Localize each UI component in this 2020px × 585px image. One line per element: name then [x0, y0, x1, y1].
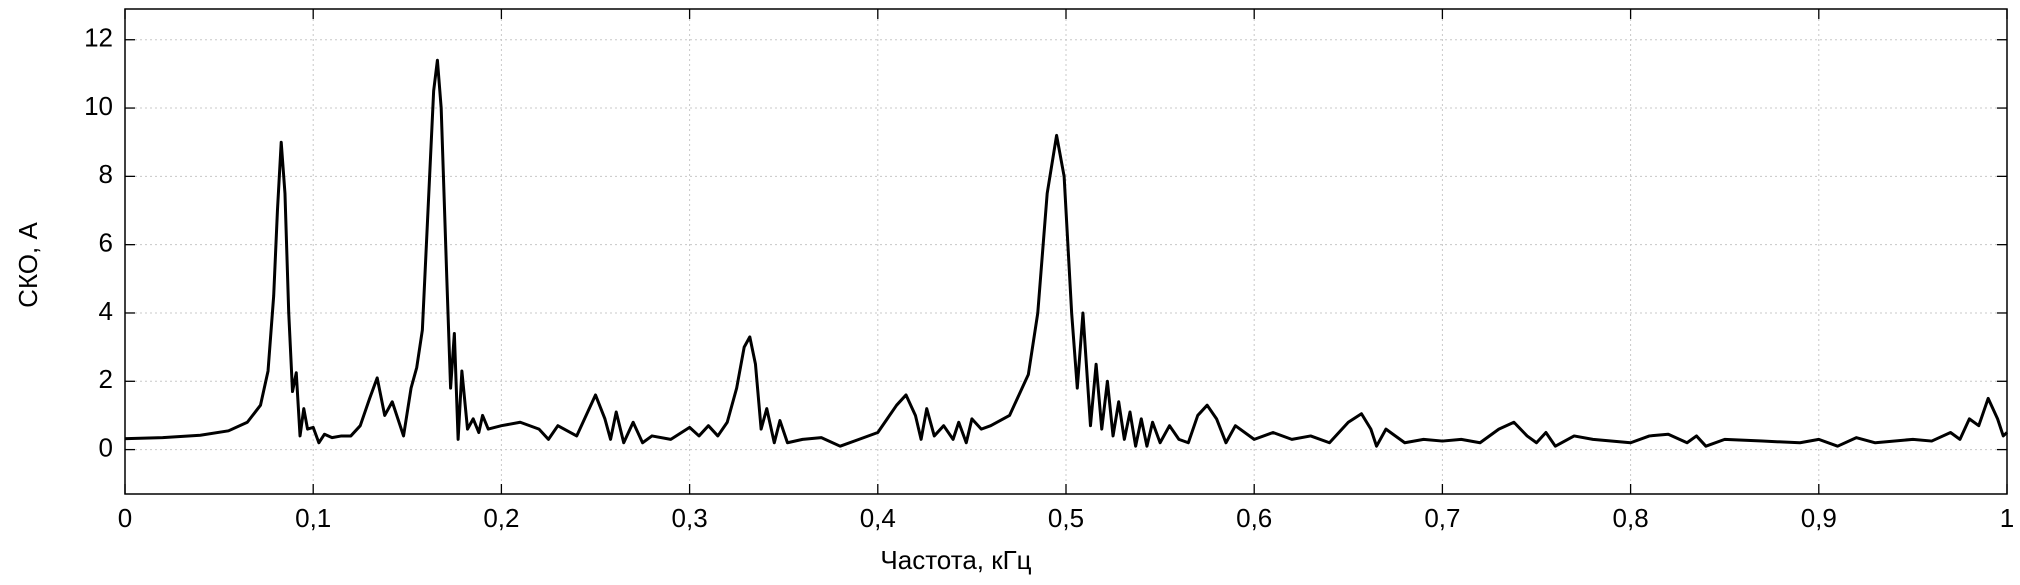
- x-tick-label: 0,4: [860, 503, 896, 533]
- y-tick-label: 6: [99, 228, 113, 258]
- x-tick-label: 0,9: [1801, 503, 1837, 533]
- x-tick-label: 0,1: [295, 503, 331, 533]
- plot-frame: [124, 8, 2008, 495]
- x-tick-label: 0,2: [483, 503, 519, 533]
- x-tick-label: 0,5: [1048, 503, 1084, 533]
- y-tick-label: 0: [99, 432, 113, 462]
- data-line: [124, 58, 2009, 448]
- x-tick-label: 1: [2000, 503, 2014, 533]
- y-tick-label: 8: [99, 159, 113, 189]
- x-tick-label: 0,8: [1613, 503, 1649, 533]
- y-tick-label: 2: [99, 364, 113, 394]
- y-axis-label: СКО, А: [13, 222, 43, 308]
- x-tick-label: 0,3: [672, 503, 708, 533]
- x-tick-label: 0,6: [1236, 503, 1272, 533]
- x-tick-label: 0,7: [1424, 503, 1460, 533]
- y-tick-label: 10: [84, 91, 113, 121]
- x-axis-label: Частота, кГц: [880, 545, 1031, 575]
- y-tick-label: 12: [84, 23, 113, 53]
- x-tick-label: 0: [118, 503, 132, 533]
- y-tick-label: 4: [99, 296, 113, 326]
